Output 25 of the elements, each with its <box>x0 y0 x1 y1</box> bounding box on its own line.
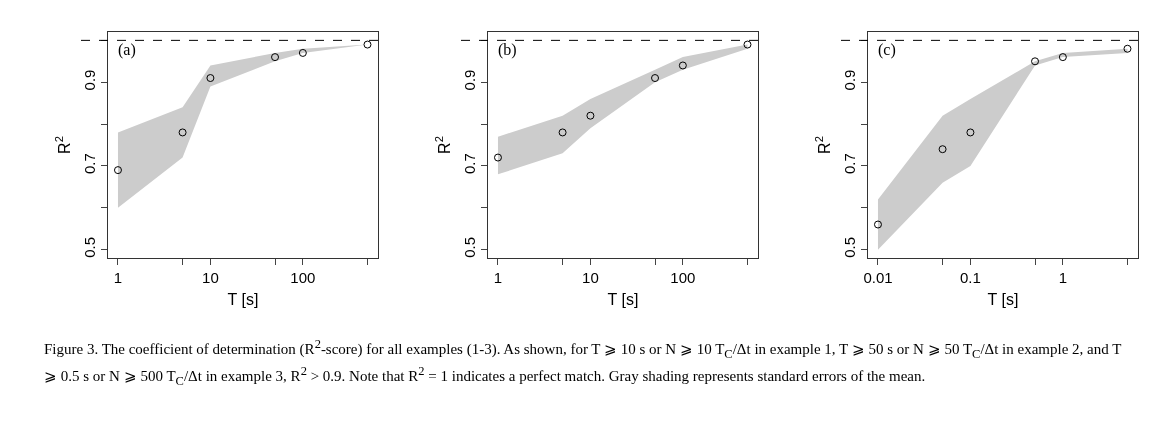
y-tick-label: 0.7 <box>81 153 98 175</box>
y-tick-label: 0.9 <box>461 69 478 91</box>
y-tick-label: 0.5 <box>81 236 98 258</box>
y-tick-label: 0.5 <box>461 236 478 258</box>
x-tick-label: 0.1 <box>959 269 981 286</box>
y-tick-label: 0.7 <box>841 153 858 175</box>
x-tick-label: 1 <box>493 269 503 286</box>
y-tick-label: 0.9 <box>841 69 858 91</box>
y-tick-label: 0.5 <box>841 236 858 258</box>
text: Figure 3. The coefficient of determination (R$^{2}$-score) for all examples (1-3). As shown, for T ⩾ 10 s or N ⩾ 10 T$_{C}$/Δt in example 1, T ⩾ 50 s or N ⩾ 50 T$_{C}$/Δt in example 2, and T ⩾ 0.5 s or N ⩾ 500 T$_{C}$/Δt in example 3, R$^{2}$ > 0.9. Note that R$^{2}$ = 1 indicates a perfect match. Gray shading represents standard errors of the mean. <box>44 337 1122 388</box>
x-tick-label: 10 <box>582 269 599 286</box>
y-tick-label: 0.7 <box>461 153 478 175</box>
x-tick-label: 0.01 <box>863 269 893 286</box>
x-axis-title: T [s] <box>987 290 1019 308</box>
y-tick-label: 0.9 <box>81 69 98 91</box>
x-tick-label: 100 <box>670 269 696 286</box>
x-tick-label: 1 <box>1058 269 1068 286</box>
x-tick-label: 100 <box>290 269 316 286</box>
x-axis-title: T [s] <box>607 290 639 308</box>
text: (b) <box>498 41 517 59</box>
text: (c) <box>878 41 896 59</box>
x-tick-label: 1 <box>113 269 123 286</box>
text: (a) <box>118 41 136 59</box>
x-tick-label: 10 <box>202 269 219 286</box>
x-axis-title: T [s] <box>227 290 259 308</box>
